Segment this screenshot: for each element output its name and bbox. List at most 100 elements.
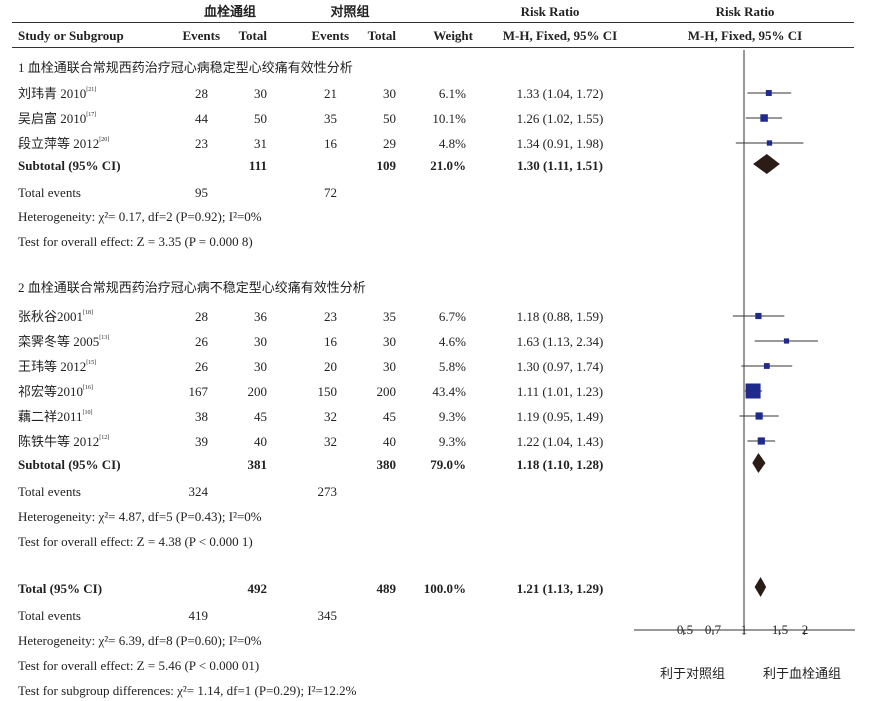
weight: 9.3% [438,409,466,424]
study-ref: [17] [86,112,97,118]
col-events2: Events [311,28,349,43]
rr-ci: 1.22 (1.04, 1.43) [516,434,604,449]
total-label: Total (95% CI) [18,581,103,596]
study-ref: [10] [82,410,93,416]
events-1: 44 [195,111,208,126]
total-2: 50 [383,111,396,126]
events-2: 32 [324,409,337,424]
group1-header: 血栓通组 [203,4,256,19]
overall-effect: Test for overall effect: Z = 5.46 (P < 0… [18,658,260,673]
study-marker [760,114,768,122]
total-events-2: 273 [317,484,338,499]
total-weight: 100.0% [423,581,466,596]
rr-title-left: Risk Ratio [520,4,580,19]
study-name: 栾霁冬等 2005 [18,334,100,349]
study-name: 张秋谷2001 [18,309,84,324]
col-total2: Total [367,28,396,43]
study-name: 段立萍等 2012 [18,136,100,151]
study-name: 陈铁牛等 2012 [18,434,100,449]
rr-ci: 1.33 (1.04, 1.72) [516,86,604,101]
study-marker [766,140,773,146]
total-2: 45 [383,409,396,424]
subgroup-title: 2 血栓通联合常规西药治疗冠心病不稳定型心绞痛有效性分析 [18,280,366,295]
total-1: 30 [254,86,267,101]
study-name: 吴启富 2010 [18,111,87,126]
subtotal-total-1: 111 [248,158,267,173]
rr-title-right: Risk Ratio [715,4,775,19]
total-2: 40 [383,434,396,449]
total-2: 30 [383,86,396,101]
header-rule [12,47,854,48]
events-1: 38 [195,409,208,424]
events-1: 167 [188,384,209,399]
study-marker [755,312,762,320]
weight: 4.6% [438,334,466,349]
events-2: 35 [324,111,337,126]
subtotal-total-2: 109 [376,158,397,173]
col-method-right: M-H, Fixed, 95% CI [687,28,803,43]
col-events1: Events [182,28,220,43]
total-1: 40 [254,434,267,449]
subgroup-title: 1 血栓通联合常规西药治疗冠心病稳定型心绞痛有效性分析 [18,60,353,75]
subtotal-weight: 21.0% [430,158,466,173]
events-1: 28 [195,86,208,101]
total-1: 31 [254,136,267,151]
study-name: 刘玮青 2010 [18,86,87,101]
subtotal-weight: 79.0% [430,457,466,472]
study-ref: [16] [83,385,94,391]
study-ref: [12] [99,435,110,441]
subgroup-differences: Test for subgroup differences: χ²= 1.14,… [18,683,357,698]
subtotal-total-1: 381 [247,457,268,472]
study-name: 藕二祥2011 [18,409,83,424]
rr-ci: 1.30 (0.97, 1.74) [516,359,604,374]
weight: 6.1% [438,86,466,101]
total-total-1: 492 [247,581,268,596]
col-study: Study or Subgroup [18,28,124,43]
events-1: 28 [195,309,208,324]
total-2: 35 [383,309,396,324]
rr-ci: 1.11 (1.01, 1.23) [516,384,604,399]
total-1: 50 [254,111,267,126]
events-2: 32 [324,434,337,449]
total-1: 30 [254,334,267,349]
group2-header: 对照组 [330,4,370,19]
study-marker [757,437,765,445]
heterogeneity: Heterogeneity: χ²= 6.39, df=8 (P=0.60); … [18,633,262,648]
subtotal-label: Subtotal (95% CI) [18,158,121,173]
total-total-2: 489 [376,581,397,596]
total-ci: 1.21 (1.13, 1.29) [516,581,604,596]
study-marker [745,383,761,399]
total-2: 30 [383,334,396,349]
total-events-2: 72 [324,185,337,200]
rr-ci: 1.18 (0.88, 1.59) [516,309,604,324]
events-2: 20 [324,359,337,374]
rr-ci: 1.19 (0.95, 1.49) [516,409,604,424]
study-name: 王玮等 2012 [18,359,87,374]
events-1: 39 [195,434,208,449]
study-marker [783,338,790,344]
events-1: 23 [195,136,208,151]
study-ref: [20] [99,137,110,143]
events-1: 26 [195,359,208,374]
study-ref: [13] [99,335,110,341]
study-marker [765,90,772,96]
subtotal-label: Subtotal (95% CI) [18,457,121,472]
total-events-1: 324 [188,484,209,499]
study-name: 祁宏等2010 [18,384,84,399]
events-1: 26 [195,334,208,349]
total-events-label: Total events [18,484,81,499]
subtotal-ci: 1.30 (1.11, 1.51) [517,158,603,173]
total-1: 30 [254,359,267,374]
weight: 5.8% [438,359,466,374]
weight: 10.1% [432,111,466,126]
subtotal-ci: 1.18 (1.10, 1.28) [516,457,604,472]
total-events-1: 419 [188,608,209,623]
weight: 4.8% [438,136,466,151]
heterogeneity: Heterogeneity: χ²= 4.87, df=5 (P=0.43); … [18,509,262,524]
weight: 9.3% [438,434,466,449]
study-ref: [21] [86,87,97,93]
weight: 43.4% [432,384,466,399]
total-1: 200 [247,384,268,399]
heterogeneity: Heterogeneity: χ²= 0.17, df=2 (P=0.92); … [18,209,262,224]
